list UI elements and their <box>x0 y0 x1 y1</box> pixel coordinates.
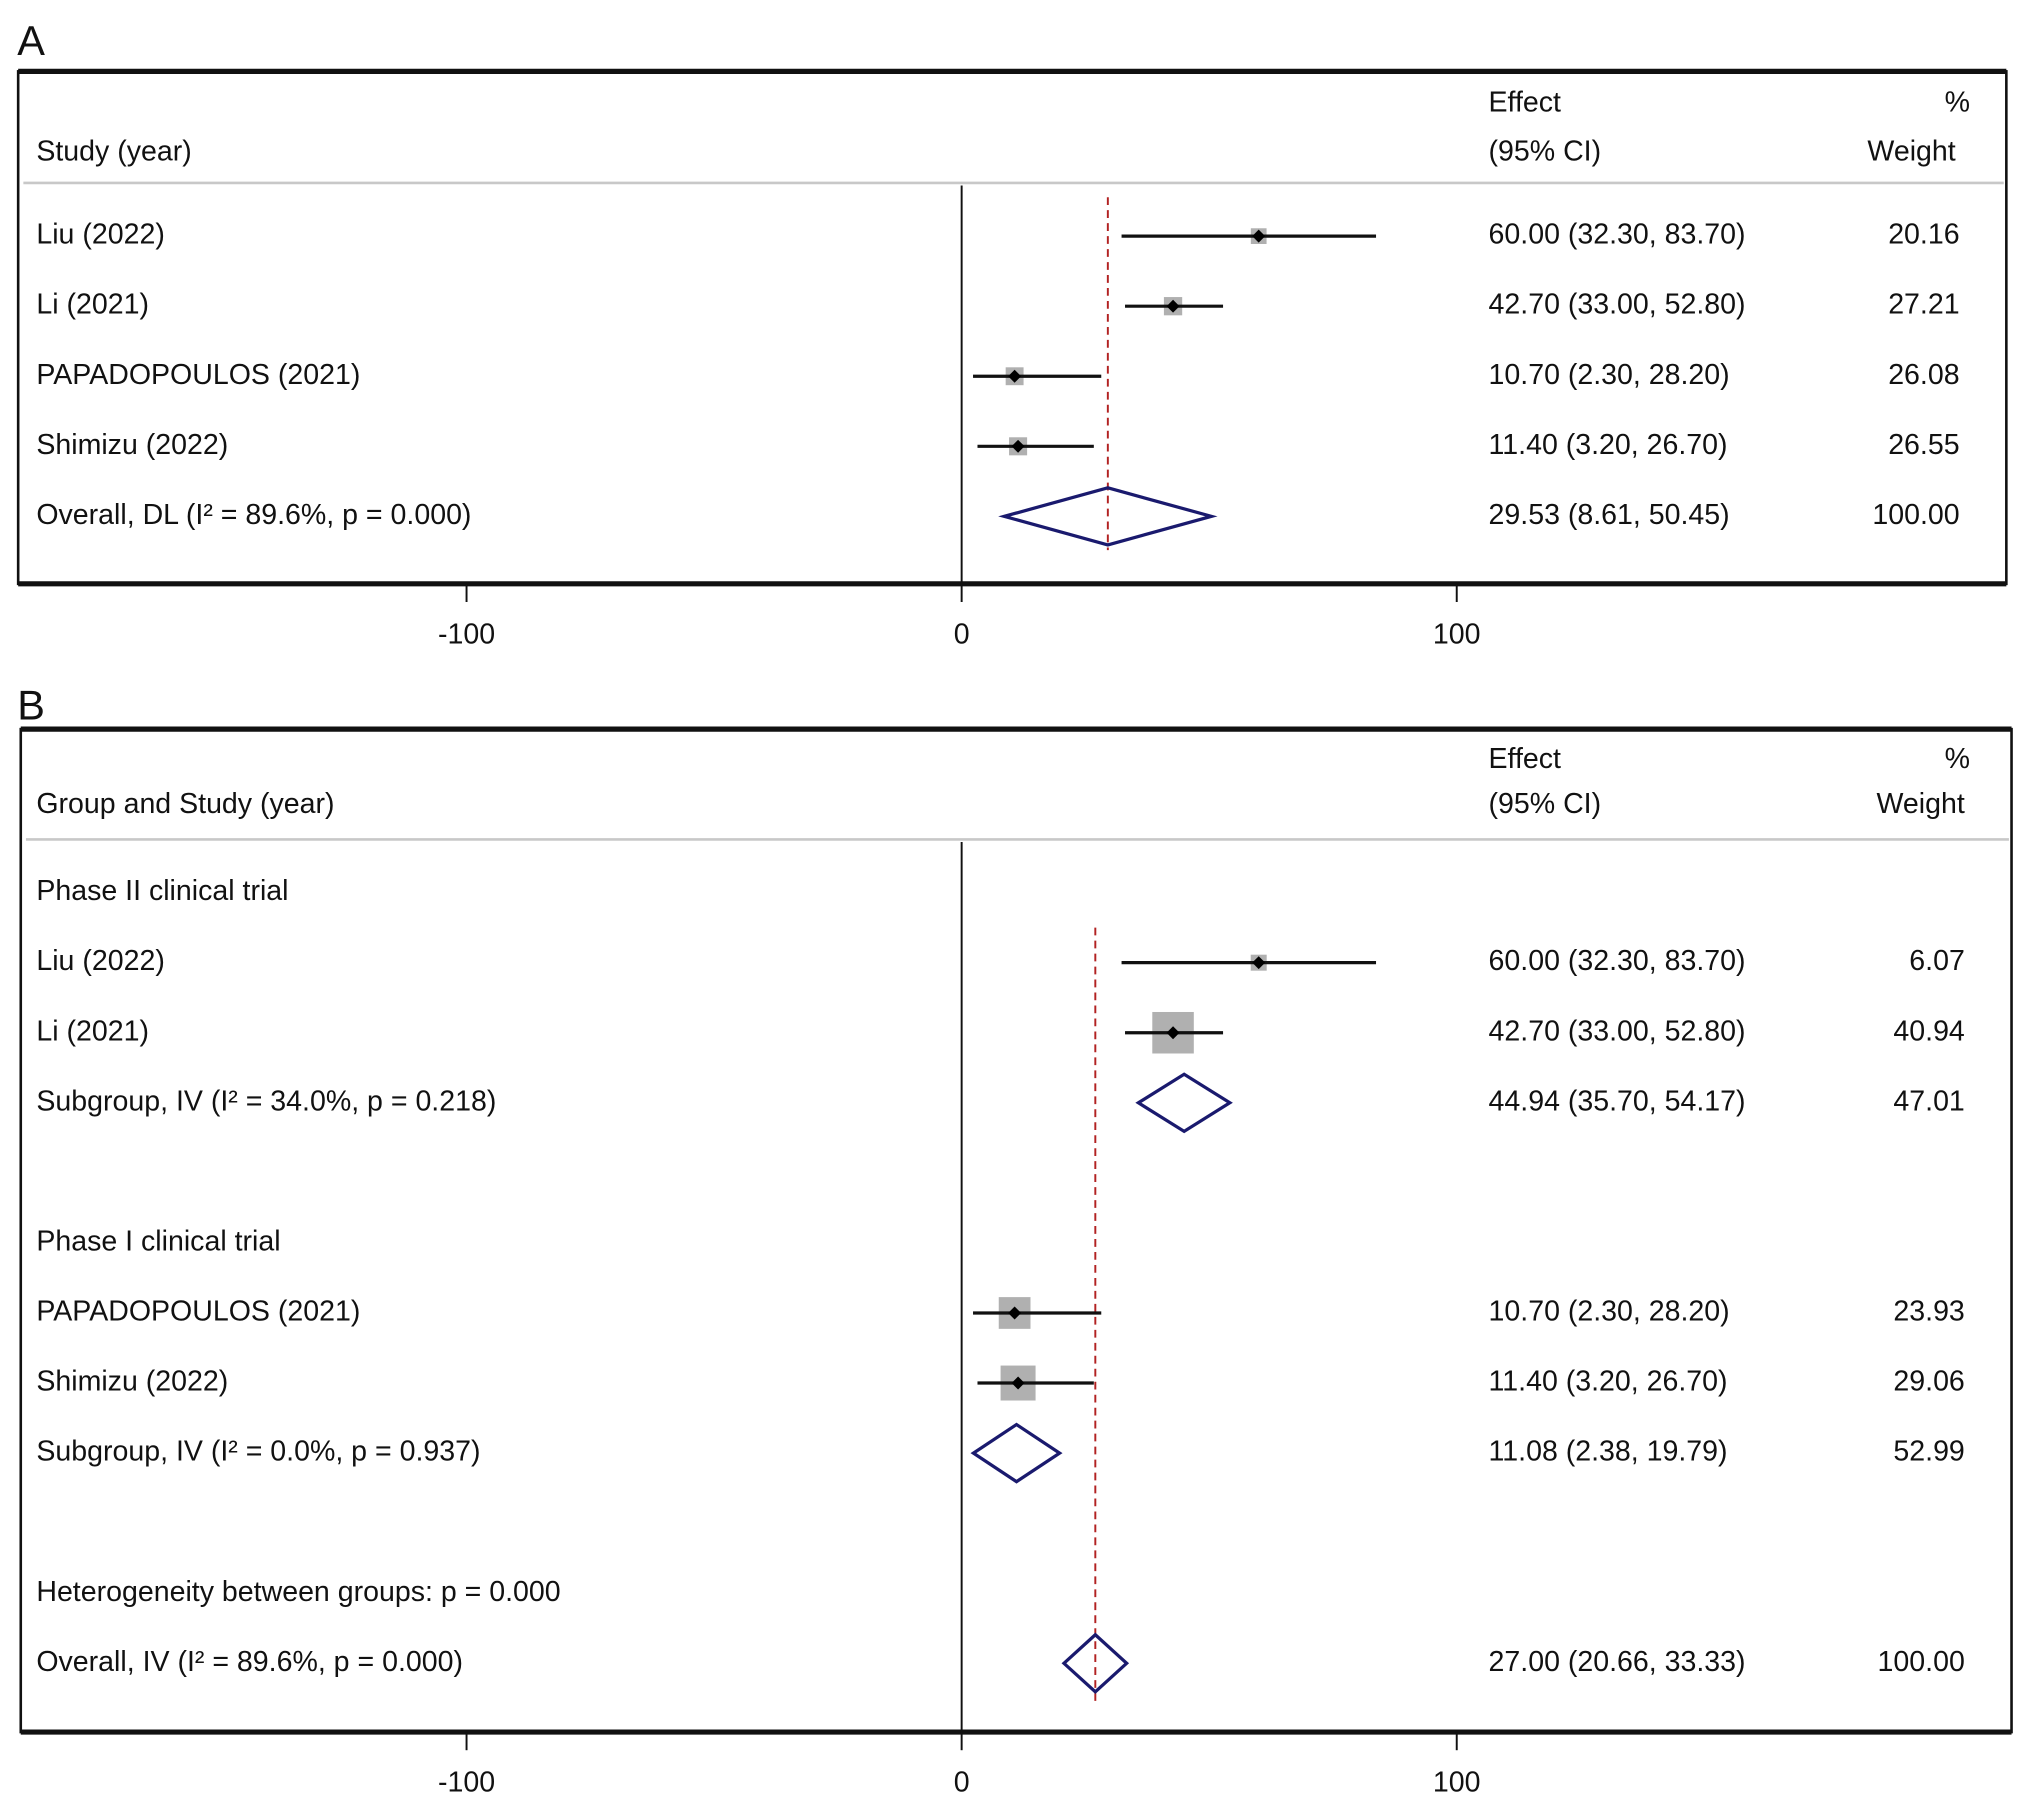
overall-diamond <box>1061 1632 1130 1695</box>
panel-b: B Group and Study (year) Effect (95% CI)% We… <box>17 681 2013 1798</box>
effect-ci-value: 42.70 (33.00, 52.80) <box>1489 1015 1746 1047</box>
study-label: Li (2021) <box>36 1015 149 1047</box>
weight-value: 100.00 <box>1878 1646 1965 1678</box>
header-effect: Effect <box>1489 86 1562 118</box>
study-label: Liu (2022) <box>36 219 165 251</box>
panel-label: B <box>17 681 45 728</box>
subgroup-label: Subgroup, IV (I² = 0.0%, p = 0.937) <box>36 1436 480 1468</box>
overall-label: Overall, DL (I² = 89.6%, p = 0.000) <box>36 499 471 531</box>
subgroup-diamond <box>970 1422 1063 1484</box>
panel-a: A Study (year) Effect (95% CI)% Weight -100 0 1… <box>16 17 2008 650</box>
subgroup-label: Subgroup, IV (I² = 34.0%, p = 0.218) <box>36 1085 496 1117</box>
point-estimate <box>1011 439 1025 453</box>
effect-ci-value: 60.00 (32.30, 83.70) <box>1489 219 1746 251</box>
weight-value: 6.07 <box>1909 945 1965 977</box>
point-estimate <box>1011 1376 1025 1390</box>
effect-ci-value: 10.70 (2.30, 28.20) <box>1489 359 1730 391</box>
weight-value: 26.08 <box>1888 359 1959 391</box>
effect-ci-value: 11.40 (3.20, 26.70) <box>1489 429 1728 461</box>
effect-ci-value: 11.40 (3.20, 26.70) <box>1489 1366 1728 1398</box>
x-tick-label: 0 <box>954 1766 970 1798</box>
header-weight: Weight <box>1867 136 1955 168</box>
weight-value: 26.55 <box>1888 429 1959 461</box>
subgroup-diamond <box>1135 1072 1233 1134</box>
x-tick-label: -100 <box>438 1766 495 1798</box>
header-weight: Weight <box>1877 788 1965 820</box>
study-label: Li (2021) <box>36 289 149 321</box>
header-ci: (95% CI) <box>1489 136 1602 168</box>
group-label: Phase I clinical trial <box>36 1225 280 1257</box>
point-estimate <box>1008 1306 1022 1320</box>
effect-ci-value: 60.00 (32.30, 83.70) <box>1489 945 1746 977</box>
header-percent: % <box>1945 86 1970 118</box>
effect-ci-value: 10.70 (2.30, 28.20) <box>1489 1296 1730 1328</box>
point-estimate <box>1008 369 1022 383</box>
header-ci: (95% CI) <box>1489 788 1602 820</box>
effect-ci-value: 42.70 (33.00, 52.80) <box>1489 289 1746 321</box>
weight-value: 29.06 <box>1893 1366 1964 1398</box>
study-label: PAPADOPOULOS (2021) <box>36 1296 360 1328</box>
x-tick-label: 0 <box>954 618 970 650</box>
effect-ci-value: 27.00 (20.66, 33.33) <box>1489 1646 1746 1678</box>
x-tick-label: 100 <box>1433 618 1481 650</box>
overall-label: Overall, IV (I² = 89.6%, p = 0.000) <box>36 1646 463 1678</box>
effect-ci-value: 29.53 (8.61, 50.45) <box>1489 499 1730 531</box>
group-label: Heterogeneity between groups: p = 0.000 <box>36 1576 560 1608</box>
header-percent: % <box>1945 743 1970 775</box>
header-study: Group and Study (year) <box>36 788 334 820</box>
effect-ci-value: 11.08 (2.38, 19.79) <box>1489 1436 1728 1468</box>
x-tick-label: -100 <box>438 618 495 650</box>
weight-value: 23.93 <box>1893 1296 1964 1328</box>
study-label: Liu (2022) <box>36 945 165 977</box>
panel-label: A <box>17 17 45 64</box>
x-tick-label: 100 <box>1433 1766 1481 1798</box>
weight-value: 47.01 <box>1893 1085 1964 1117</box>
group-label: Phase II clinical trial <box>36 875 288 907</box>
point-estimate <box>1166 1026 1180 1040</box>
weight-value: 27.21 <box>1888 289 1959 321</box>
study-label: Shimizu (2022) <box>36 429 228 461</box>
weight-value: 52.99 <box>1893 1436 1964 1468</box>
study-label: PAPADOPOULOS (2021) <box>36 359 360 391</box>
point-estimate <box>1252 956 1266 970</box>
weight-value: 20.16 <box>1888 219 1959 251</box>
study-label: Shimizu (2022) <box>36 1366 228 1398</box>
header-effect: Effect <box>1489 743 1562 775</box>
header-study: Study (year) <box>36 136 191 168</box>
point-estimate <box>1252 229 1266 243</box>
weight-value: 40.94 <box>1893 1015 1965 1047</box>
effect-ci-value: 44.94 (35.70, 54.17) <box>1489 1085 1746 1117</box>
weight-value: 100.00 <box>1872 499 1959 531</box>
overall-diamond <box>998 486 1218 547</box>
